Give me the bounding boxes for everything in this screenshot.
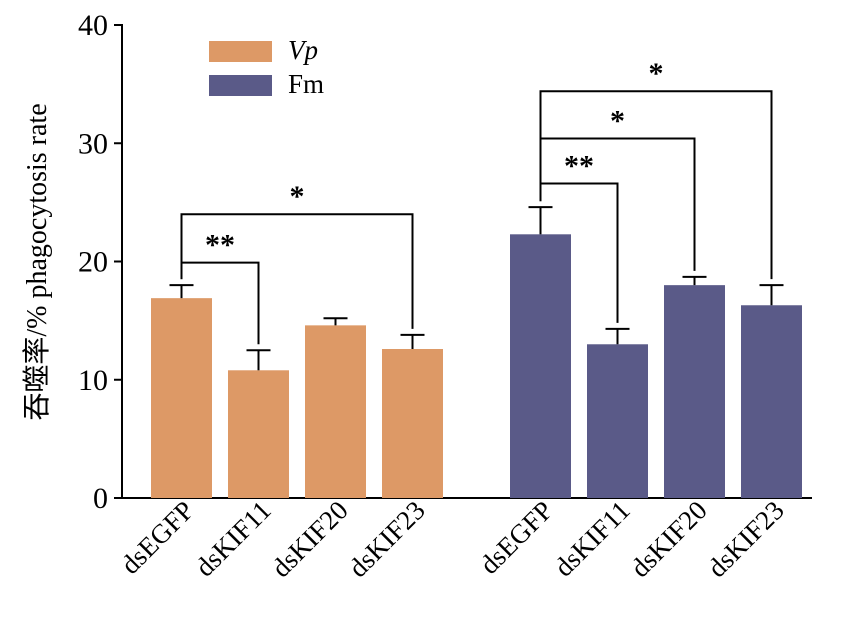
legend: Vp Fm (209, 35, 324, 99)
category-label: dsKIF20 (625, 495, 713, 583)
bar (741, 305, 802, 498)
y-tick-label: 10 (78, 364, 108, 397)
y-tick-label: 30 (78, 127, 108, 160)
significance-label: ** (564, 149, 594, 182)
significance-bracket (539, 90, 773, 280)
significance-bracket (180, 213, 414, 329)
y-tick-label: 40 (78, 9, 108, 42)
category-label: dsKIF23 (343, 495, 431, 583)
legend-swatch (209, 75, 272, 96)
legend-label: Vp (288, 35, 318, 65)
bar (382, 349, 443, 498)
bar (664, 285, 725, 498)
bar (510, 234, 571, 499)
bar (305, 325, 366, 498)
bar (151, 298, 212, 498)
category-label: dsKIF23 (702, 495, 790, 583)
legend-swatch (209, 41, 272, 62)
bar (587, 344, 648, 498)
significance-brackets: ******* (180, 57, 773, 345)
y-tick-label: 20 (78, 246, 108, 279)
legend-label: Fm (288, 69, 324, 99)
category-label: dsEGFP (115, 495, 200, 580)
y-axis-label: 吞噬率/% phagocytosis rate (21, 103, 53, 420)
category-label: dsKIF11 (189, 495, 276, 582)
significance-label: * (649, 57, 664, 90)
significance-label: * (610, 105, 625, 138)
significance-label: ** (205, 229, 235, 262)
significance-label: * (290, 180, 305, 213)
y-tick-label: 0 (93, 482, 108, 515)
category-label: dsKIF20 (266, 495, 354, 583)
bar (228, 370, 289, 498)
bars (151, 206, 802, 499)
category-label: dsKIF11 (548, 495, 635, 582)
category-label: dsEGFP (474, 495, 559, 580)
